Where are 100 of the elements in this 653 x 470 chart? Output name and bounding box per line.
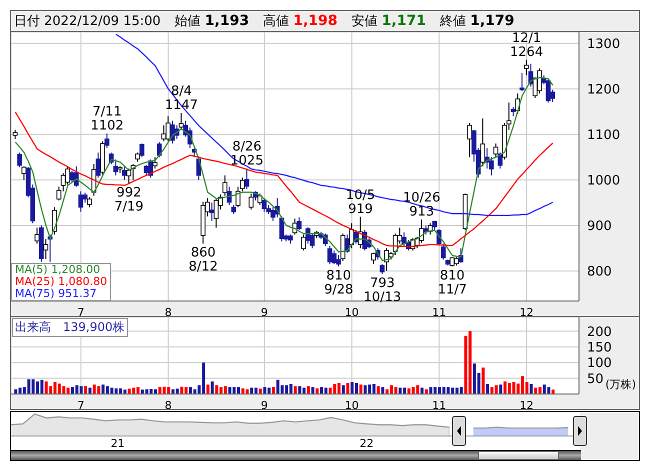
bar: [250, 388, 254, 394]
chart-title: 日付 2022/12/09 15:00: [14, 13, 161, 30]
bar: [504, 381, 507, 394]
x-tick-label: 7: [77, 306, 84, 319]
x-tick-label: 10: [344, 306, 359, 319]
bar: [158, 387, 162, 394]
candlestick: [248, 193, 254, 210]
bar: [372, 384, 376, 394]
y-tick-label: 1300: [587, 36, 620, 52]
bar: [228, 387, 232, 394]
bar: [328, 388, 332, 394]
bar: [534, 388, 538, 394]
bar: [512, 382, 516, 394]
y-tick-label: 150: [587, 340, 612, 356]
bar: [44, 381, 48, 394]
candlestick: [244, 168, 250, 190]
candlestick: [340, 233, 346, 262]
candlestick: [493, 143, 498, 158]
candlestick: [306, 226, 310, 244]
x-tick-label: 9: [260, 398, 268, 412]
text: MA(25) 1,080.80: [15, 275, 108, 288]
candlestick: [467, 122, 472, 158]
text: MA(5) 1,208.00: [15, 263, 102, 276]
candlestick: [152, 156, 158, 170]
candlestick: [139, 143, 144, 158]
annotation: 992 7/19: [114, 186, 144, 215]
y-tick-label: 1000: [587, 174, 620, 189]
bar: [263, 387, 266, 394]
bar: [429, 387, 432, 394]
bar: [176, 388, 179, 394]
candlestick: [166, 116, 171, 142]
candlestick: [82, 192, 88, 204]
bar: [364, 385, 367, 394]
candlestick: [480, 118, 486, 167]
y-tick-label: 1200: [587, 82, 620, 98]
bar: [538, 387, 542, 394]
x-tick-label: 11: [432, 398, 446, 412]
x-tick-label: 21: [110, 436, 125, 450]
bar: [482, 368, 485, 394]
candlestick: [17, 152, 22, 168]
bar: [376, 386, 380, 394]
bar: [333, 384, 336, 394]
bar: [58, 384, 61, 394]
bar: [398, 388, 402, 394]
bar: [306, 386, 310, 394]
bar: [289, 384, 292, 394]
candlestick: [332, 250, 337, 265]
candlestick: [178, 112, 184, 130]
bar: [224, 386, 227, 394]
bar: [32, 379, 35, 394]
bar: [494, 385, 498, 394]
bar: [128, 388, 131, 394]
bar: [320, 387, 324, 394]
bar: [354, 383, 358, 394]
candlestick: [262, 198, 267, 212]
annotation: 860 8/12: [188, 246, 218, 275]
chart-title: 出来高 139,900株: [12, 318, 128, 337]
annotation: 12/1 1264: [510, 30, 544, 60]
bar: [342, 385, 345, 394]
bar: [123, 390, 126, 394]
bar: [110, 388, 114, 394]
bar: [552, 390, 555, 394]
y-tick-label: 100: [587, 356, 612, 372]
candlestick: [209, 202, 214, 222]
candlestick: [520, 72, 524, 92]
bar: [298, 386, 302, 394]
candlestick: [419, 219, 424, 244]
candlestick: [222, 174, 228, 196]
candlestick: [122, 166, 127, 180]
y-tick-label: 900: [587, 219, 612, 234]
bar: [92, 384, 96, 394]
y-axis-title: (万株): [605, 377, 636, 392]
bar: [258, 388, 262, 394]
bar: [446, 387, 450, 394]
bar: [486, 384, 490, 394]
bar: [350, 382, 354, 394]
bar: [499, 384, 502, 394]
text: 安値 1,171: [352, 12, 426, 30]
bar: [102, 384, 105, 394]
bar: [132, 388, 136, 394]
bar: [311, 387, 314, 394]
bar: [434, 387, 437, 394]
x-tick-label: 9: [260, 306, 268, 319]
bar: [97, 386, 100, 394]
bar: [359, 384, 362, 394]
bar: [27, 379, 30, 394]
x-tick-label: 12: [520, 306, 534, 319]
bar: [88, 388, 92, 394]
bar: [442, 387, 446, 394]
candlestick: [135, 152, 140, 162]
candlestick: [380, 264, 385, 275]
candlestick: [43, 238, 48, 260]
candlestick: [156, 142, 162, 158]
candlestick: [34, 227, 40, 244]
candlestick: [371, 252, 376, 265]
x-tick-label: 12: [520, 398, 534, 412]
bar: [210, 381, 214, 394]
candlestick: [524, 59, 529, 76]
candlestick: [231, 204, 236, 215]
bar: [416, 385, 420, 394]
